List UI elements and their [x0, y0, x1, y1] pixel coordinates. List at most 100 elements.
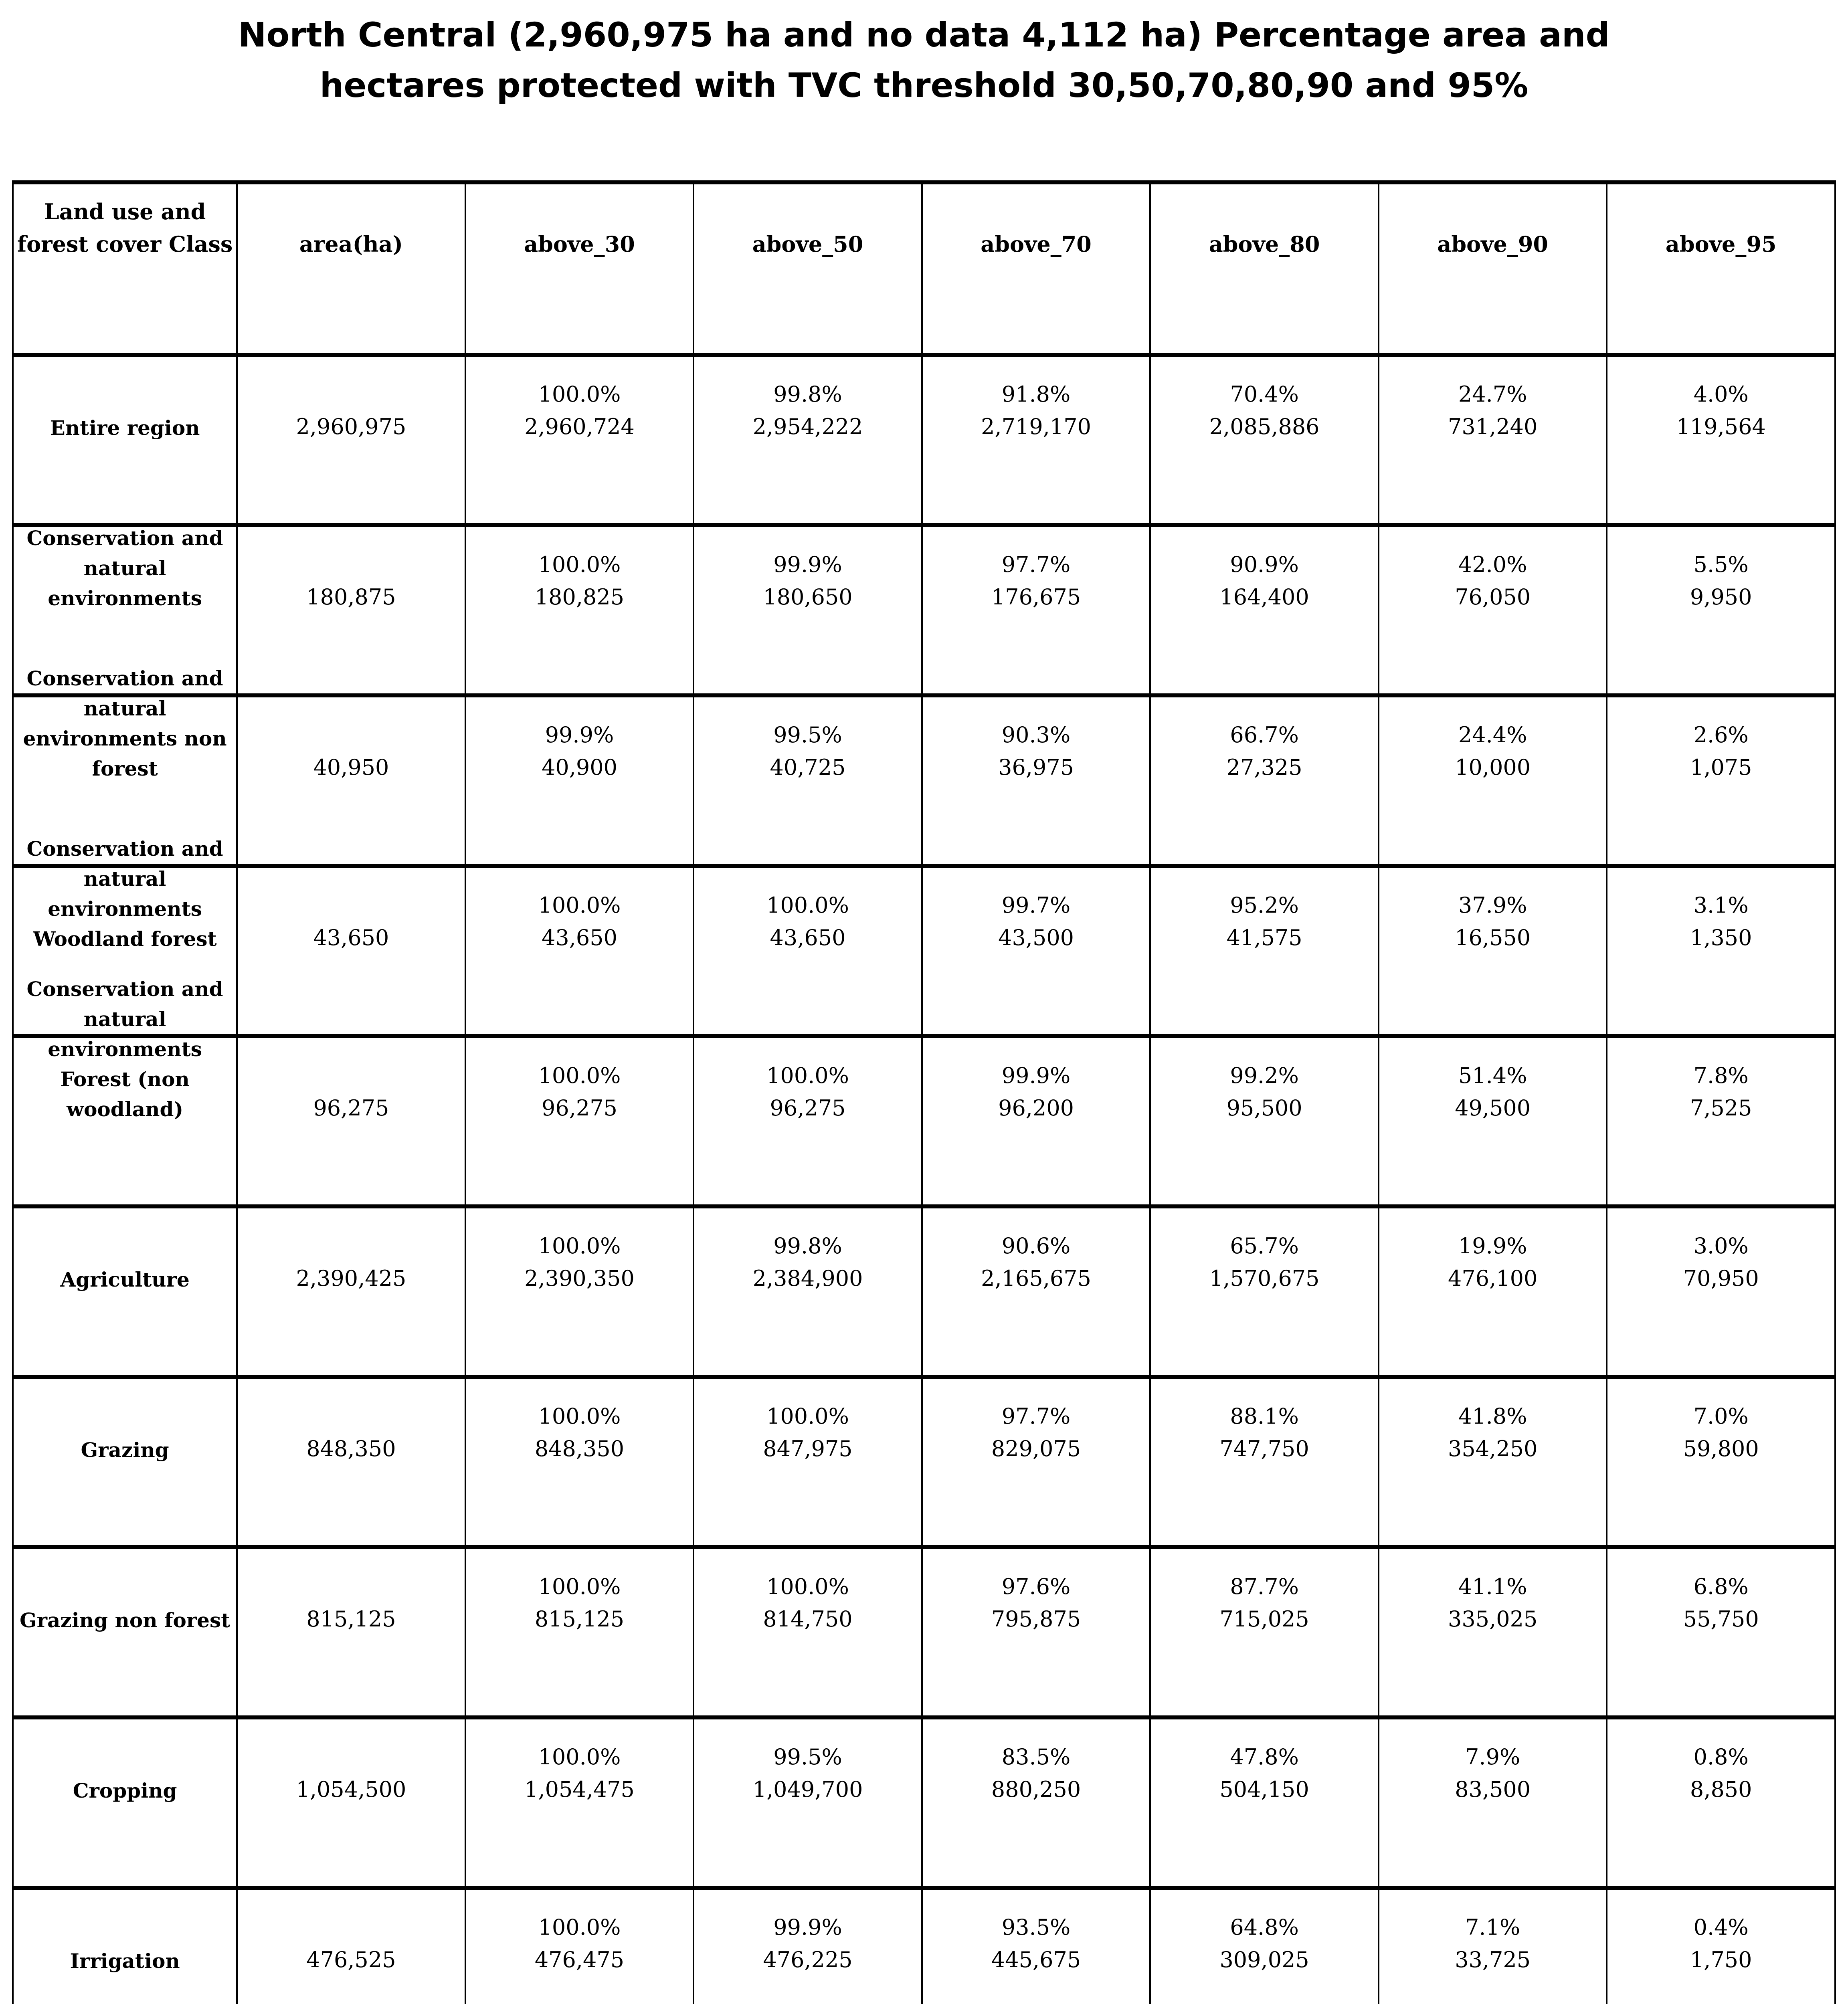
- above_70-cell: 97.7% 176,675: [921, 523, 1151, 697]
- above_70-cell: 97.6% 795,875: [921, 1545, 1151, 1719]
- row-label-cell: Conservation and natural environments Fo…: [12, 977, 238, 1208]
- percent-value: 99.5%: [773, 722, 842, 747]
- above_30-cell: 100.0% 476,475: [464, 1886, 695, 2004]
- hectares-value: 27,325: [1226, 755, 1302, 780]
- percent-value: 99.8%: [773, 382, 842, 407]
- percent-value: 65.7%: [1230, 1233, 1299, 1259]
- report-title: North Central (2,960,975 ha and no data …: [0, 10, 1848, 111]
- above_95-cell: 4.0% 119,564: [1606, 353, 1836, 527]
- above_90-cell: 24.7% 731,240: [1377, 353, 1608, 527]
- area-value: 815,125: [306, 1606, 396, 1632]
- hectares-value: 309,025: [1219, 1947, 1309, 1972]
- hectares-value: 848,350: [534, 1436, 625, 1461]
- percent-value: 0.8%: [1693, 1744, 1749, 1770]
- percent-value: 42.0%: [1458, 552, 1527, 577]
- hectares-value: 715,025: [1219, 1606, 1309, 1632]
- percent-value: 2.6%: [1693, 722, 1749, 747]
- above_30-cell: 100.0% 1,054,475: [464, 1715, 695, 1890]
- hectares-value: 36,975: [998, 755, 1074, 780]
- percent-value: 7.8%: [1693, 1063, 1749, 1088]
- table-header-row: Land use and forest cover Class area(ha) a…: [12, 180, 1836, 357]
- percent-value: 70.4%: [1230, 382, 1299, 407]
- table-row: Conservation and natural environments 180…: [12, 523, 1836, 697]
- above_50-cell: 99.9% 476,225: [693, 1886, 923, 2004]
- percent-value: 100.0%: [538, 1915, 621, 1940]
- hectares-value: 445,675: [991, 1947, 1081, 1972]
- above_50-cell: 100.0% 96,275: [693, 1034, 923, 1208]
- area-value: 848,350: [306, 1436, 396, 1461]
- row-label: Cropping: [73, 1779, 177, 1802]
- table-row: Cropping 1,054,500 100.0% 1,054,475 99.5% 1,0…: [12, 1715, 1836, 1890]
- above_90-cell: 7.1% 33,725: [1377, 1886, 1608, 2004]
- above_50-cell: 99.9% 180,650: [693, 523, 923, 697]
- above_30-cell: 100.0% 815,125: [464, 1545, 695, 1719]
- above_80-cell: 90.9% 164,400: [1149, 523, 1379, 697]
- above_70-cell: 91.8% 2,719,170: [921, 353, 1151, 527]
- above_95-cell: 2.6% 1,075: [1606, 693, 1836, 868]
- col-header-above_95: above_95: [1606, 180, 1836, 357]
- hectares-value: 815,125: [534, 1606, 625, 1632]
- hectares-value: 814,750: [763, 1606, 853, 1632]
- above_95-cell: 0.4% 1,750: [1606, 1886, 1836, 2004]
- percent-value: 100.0%: [766, 1574, 849, 1599]
- col-header-label: above_80: [1209, 231, 1320, 257]
- above_90-cell: 7.9% 83,500: [1377, 1715, 1608, 1890]
- above_90-cell: 19.9% 476,100: [1377, 1204, 1608, 1379]
- percent-value: 99.9%: [545, 722, 614, 747]
- percent-value: 7.1%: [1465, 1915, 1520, 1940]
- percent-value: 100.0%: [766, 1063, 849, 1088]
- area-cell: 40,950: [236, 693, 466, 868]
- above_80-cell: 95.2% 41,575: [1149, 864, 1379, 1038]
- above_30-cell: 100.0% 180,825: [464, 523, 695, 697]
- hectares-value: 2,954,222: [752, 414, 863, 439]
- percent-value: 88.1%: [1230, 1404, 1299, 1429]
- above_95-cell: 5.5% 9,950: [1606, 523, 1836, 697]
- percent-value: 24.7%: [1458, 382, 1527, 407]
- tvc-threshold-table: Land use and forest cover Class area(ha) a…: [12, 180, 1836, 2004]
- above_95-cell: 0.8% 8,850: [1606, 1715, 1836, 1890]
- area-cell: 2,390,425: [236, 1204, 466, 1379]
- percent-value: 99.9%: [773, 552, 842, 577]
- row-label-cell: Conservation and natural environments: [12, 523, 238, 697]
- hectares-value: 335,025: [1448, 1606, 1538, 1632]
- table-row: Grazing 848,350 100.0% 848,350 100.0% 847,975…: [12, 1375, 1836, 1549]
- col-header-class: Land use and forest cover Class: [12, 180, 238, 357]
- row-label-cell: Grazing non forest: [12, 1545, 238, 1719]
- percent-value: 7.9%: [1465, 1744, 1520, 1770]
- area-value: 40,950: [313, 755, 389, 780]
- hectares-value: 43,650: [770, 925, 846, 950]
- hectares-value: 16,550: [1455, 925, 1531, 950]
- percent-value: 41.8%: [1458, 1404, 1527, 1429]
- hectares-value: 2,384,900: [752, 1266, 863, 1291]
- above_50-cell: 100.0% 847,975: [693, 1375, 923, 1549]
- above_30-cell: 99.9% 40,900: [464, 693, 695, 868]
- col-header-label: above_95: [1665, 231, 1777, 257]
- percent-value: 51.4%: [1458, 1063, 1527, 1088]
- percent-value: 5.5%: [1693, 552, 1749, 577]
- above_30-cell: 100.0% 96,275: [464, 1034, 695, 1208]
- hectares-value: 1,350: [1690, 925, 1752, 950]
- hectares-value: 1,570,675: [1209, 1266, 1320, 1291]
- above_80-cell: 87.7% 715,025: [1149, 1545, 1379, 1719]
- row-label: Conservation and natural environments Wo…: [26, 837, 223, 951]
- percent-value: 100.0%: [766, 893, 849, 918]
- area-value: 1,054,500: [296, 1777, 406, 1802]
- percent-value: 24.4%: [1458, 722, 1527, 747]
- above_80-cell: 47.8% 504,150: [1149, 1715, 1379, 1890]
- percent-value: 3.0%: [1693, 1233, 1749, 1259]
- above_95-cell: 6.8% 55,750: [1606, 1545, 1836, 1719]
- percent-value: 100.0%: [538, 1404, 621, 1429]
- table-row: Conservation and natural environments Wo…: [12, 837, 1836, 1038]
- percent-value: 41.1%: [1458, 1574, 1527, 1599]
- hectares-value: 55,750: [1683, 1606, 1759, 1632]
- above_70-cell: 93.5% 445,675: [921, 1886, 1151, 2004]
- hectares-value: 2,960,724: [524, 414, 635, 439]
- row-label-cell: Cropping: [12, 1715, 238, 1890]
- percent-value: 19.9%: [1458, 1233, 1527, 1259]
- percent-value: 83.5%: [1001, 1744, 1071, 1770]
- col-header-label: above_50: [752, 231, 863, 257]
- hectares-value: 83,500: [1455, 1777, 1531, 1802]
- col-header-label: area(ha): [299, 231, 403, 257]
- area-value: 43,650: [313, 925, 389, 950]
- percent-value: 99.7%: [1001, 893, 1071, 918]
